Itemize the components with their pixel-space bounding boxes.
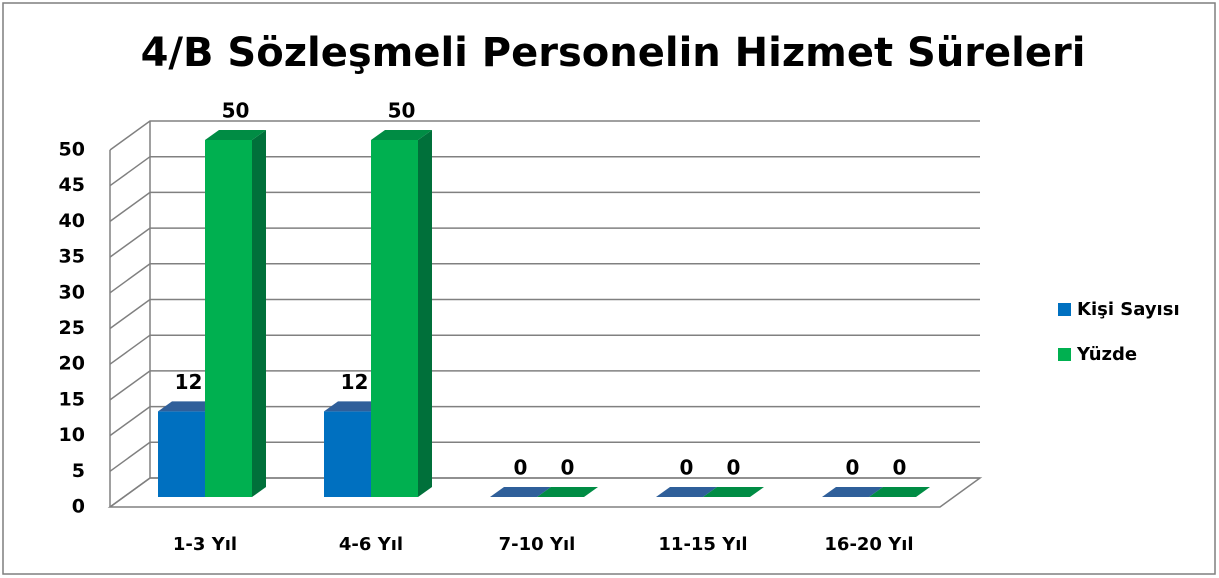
y-tick-label: 5 [72, 460, 85, 482]
x-tick-label: 16-20 Yıl [824, 534, 913, 555]
y-tick-label: 15 [59, 388, 85, 410]
legend-swatch [1058, 348, 1071, 361]
data-label: 12 [341, 370, 369, 394]
grid-line [109, 334, 980, 365]
legend-label: Yüzde [1076, 344, 1137, 365]
bar [490, 487, 551, 497]
grid-line [109, 155, 980, 187]
y-tick-label: 40 [59, 210, 85, 232]
bar [703, 487, 764, 497]
grid-line [109, 227, 980, 258]
bar-top [158, 401, 219, 412]
grid-line [109, 477, 980, 508]
bar-side [252, 130, 266, 497]
bar-front [371, 140, 418, 497]
bar-top [371, 130, 432, 140]
bar [537, 487, 598, 497]
y-tick-label: 10 [59, 424, 85, 446]
legend-label: Kişi Sayısı [1077, 299, 1180, 320]
data-label: 12 [175, 370, 203, 394]
bar [822, 487, 883, 497]
bar-top [869, 487, 930, 497]
y-tick-label: 50 [59, 139, 85, 161]
legend-swatch [1058, 303, 1071, 316]
bar-top [822, 487, 883, 497]
bar [656, 487, 717, 497]
grid-line [109, 405, 980, 437]
bar-front [324, 411, 371, 497]
y-tick-label: 35 [59, 246, 85, 268]
bar [205, 130, 266, 497]
bar-top [324, 401, 385, 412]
chart-title: 4/B Sözleşmeli Personelin Hizmet Süreler… [141, 30, 1086, 76]
bar-side [418, 130, 432, 497]
data-label: 0 [561, 456, 575, 480]
data-label: 50 [388, 99, 416, 123]
bar [869, 487, 930, 497]
x-tick-label: 11-15 Yıl [658, 534, 747, 555]
data-label: 50 [222, 99, 250, 123]
bar-top [656, 487, 717, 497]
grid-line [109, 441, 980, 472]
y-tick-label: 25 [59, 317, 85, 339]
data-label: 0 [727, 456, 741, 480]
grid-line [109, 263, 980, 294]
grid-line [109, 120, 980, 151]
x-tick-label: 7-10 Yıl [499, 534, 576, 555]
y-tick-label: 30 [59, 281, 85, 303]
bar-front [158, 411, 205, 497]
data-label: 0 [893, 456, 907, 480]
grid-line [109, 298, 980, 330]
bar [371, 130, 432, 497]
data-label: 0 [680, 456, 694, 480]
grid-line [109, 370, 980, 401]
x-tick-label: 1-3 Yıl [173, 534, 237, 555]
bar-top [703, 487, 764, 497]
bar-top [490, 487, 551, 497]
grid-line [109, 191, 980, 223]
y-tick-label: 0 [72, 496, 85, 518]
data-label: 0 [846, 456, 860, 480]
bar-top [205, 130, 266, 140]
y-tick-label: 45 [59, 174, 85, 196]
x-tick-label: 4-6 Yıl [339, 534, 403, 555]
y-tick-label: 20 [59, 353, 85, 375]
data-label: 0 [514, 456, 528, 480]
bar-front [205, 140, 252, 497]
bar-top [537, 487, 598, 497]
